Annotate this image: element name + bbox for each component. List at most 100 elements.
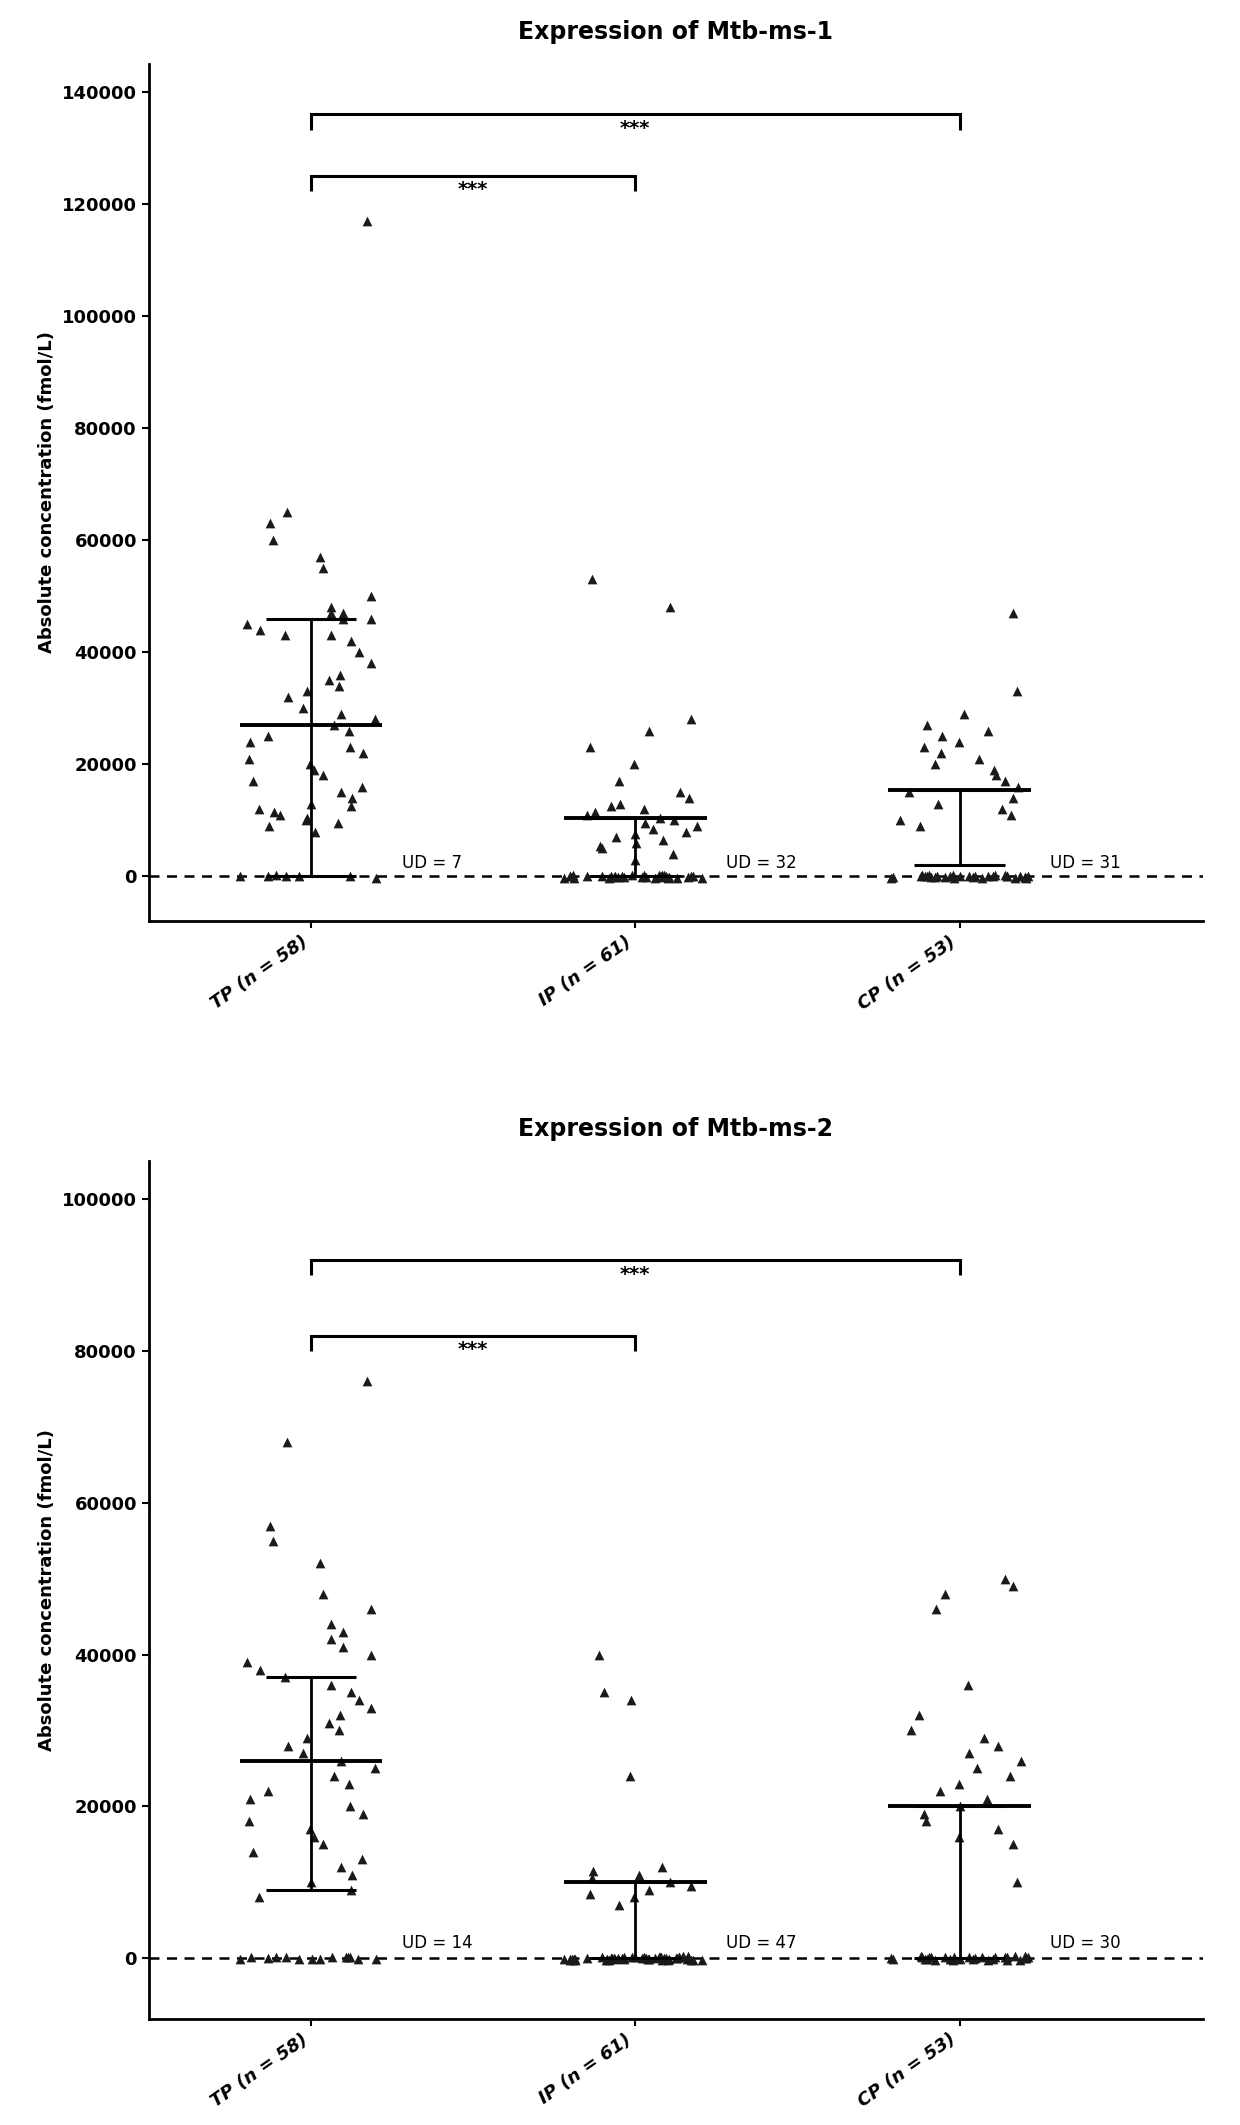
Point xyxy=(987,1813,1007,1847)
Point xyxy=(611,1942,631,1976)
Point xyxy=(330,1713,350,1747)
Text: UD = 47: UD = 47 xyxy=(727,1934,796,1953)
Point xyxy=(944,1940,963,1974)
Point xyxy=(985,752,1004,786)
Point xyxy=(591,1940,611,1974)
Point xyxy=(1011,1745,1030,1779)
Point xyxy=(983,858,1003,892)
Point xyxy=(667,861,687,895)
Point xyxy=(353,1798,373,1832)
Point xyxy=(279,1728,299,1762)
Point xyxy=(883,1942,903,1976)
Point xyxy=(988,1728,1008,1762)
Point xyxy=(250,1653,270,1687)
Point xyxy=(913,1940,932,1974)
Point xyxy=(667,1942,687,1976)
Point xyxy=(348,1942,368,1976)
Point xyxy=(639,1942,658,1976)
Point xyxy=(646,1940,666,1974)
Point xyxy=(1003,1568,1023,1602)
Point xyxy=(329,805,348,839)
Point xyxy=(681,703,701,737)
Point xyxy=(950,858,970,892)
Point xyxy=(303,1942,322,1976)
Point xyxy=(361,646,381,680)
Point xyxy=(242,1940,262,1974)
Point xyxy=(1003,1828,1023,1862)
Point xyxy=(996,1940,1016,1974)
Point xyxy=(321,1668,341,1702)
Point xyxy=(624,1881,644,1915)
Point xyxy=(656,858,676,892)
Point xyxy=(901,1713,921,1747)
Point xyxy=(899,776,919,810)
Point xyxy=(636,1940,656,1974)
Point xyxy=(921,1940,941,1974)
Point xyxy=(883,861,903,895)
Point xyxy=(321,595,341,629)
Point xyxy=(322,1940,342,1974)
Point xyxy=(652,1851,672,1885)
Point xyxy=(296,801,316,835)
Y-axis label: Absolute concentration (fmol/L): Absolute concentration (fmol/L) xyxy=(38,332,57,652)
Point xyxy=(1018,858,1038,892)
Point xyxy=(915,1942,935,1976)
Point xyxy=(301,1866,321,1900)
Point xyxy=(340,731,360,765)
Point xyxy=(334,1630,353,1664)
Point xyxy=(642,812,662,846)
Point xyxy=(341,625,361,659)
Text: ***: *** xyxy=(458,1341,489,1360)
Point xyxy=(687,810,707,844)
Point xyxy=(950,1789,970,1823)
Point xyxy=(635,805,655,839)
Point xyxy=(925,861,945,895)
Point xyxy=(967,1751,987,1785)
Point xyxy=(565,1942,585,1976)
Point xyxy=(321,618,341,652)
Point xyxy=(668,1940,688,1974)
Point xyxy=(340,858,360,892)
Point xyxy=(366,861,386,895)
Point xyxy=(296,674,316,708)
Point xyxy=(563,858,583,892)
Point xyxy=(692,861,712,895)
Point xyxy=(640,1872,660,1906)
Point xyxy=(997,858,1017,892)
Point xyxy=(660,1942,680,1976)
Point xyxy=(249,793,269,827)
Point xyxy=(601,858,621,892)
Point xyxy=(965,858,985,892)
Point xyxy=(1016,1942,1035,1976)
Point xyxy=(278,495,298,529)
Point xyxy=(620,1760,640,1794)
Point xyxy=(978,1942,998,1976)
Point xyxy=(590,829,610,863)
Point xyxy=(973,1721,993,1755)
Point xyxy=(909,1698,929,1732)
Point xyxy=(960,1736,980,1770)
Point xyxy=(229,1942,249,1976)
Point xyxy=(660,591,680,625)
Point xyxy=(653,822,673,856)
Point xyxy=(277,858,296,892)
Point xyxy=(554,861,574,895)
Point xyxy=(926,1592,946,1626)
Point xyxy=(239,1804,259,1838)
Point xyxy=(916,1804,936,1838)
Point xyxy=(320,663,340,697)
Point xyxy=(963,861,983,895)
Point xyxy=(651,1940,671,1974)
Point xyxy=(1017,1940,1037,1974)
Point xyxy=(611,858,631,892)
Point xyxy=(635,858,655,892)
Point xyxy=(614,861,634,895)
Point xyxy=(632,1942,652,1976)
Point xyxy=(622,1940,642,1974)
Point xyxy=(653,1940,673,1974)
Point xyxy=(264,795,284,829)
Point xyxy=(321,1606,341,1640)
Text: UD = 31: UD = 31 xyxy=(1050,854,1121,871)
Point xyxy=(986,759,1006,793)
Point xyxy=(1016,861,1035,895)
